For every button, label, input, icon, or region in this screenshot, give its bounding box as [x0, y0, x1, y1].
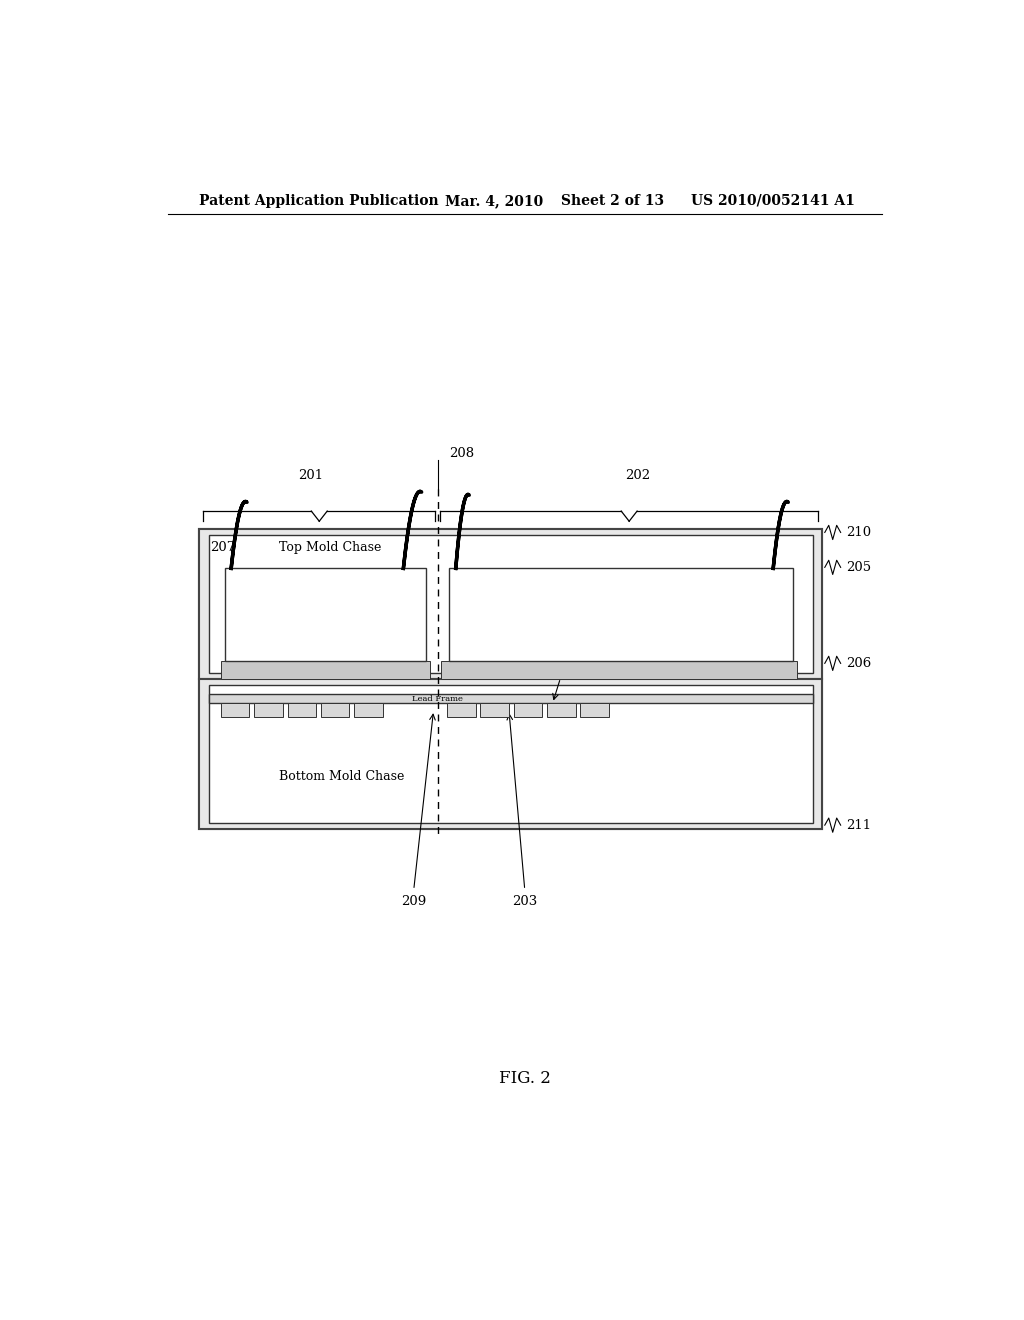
Bar [209, 685, 813, 824]
Bar [200, 529, 822, 829]
Text: Adhesive: Adhesive [284, 667, 318, 675]
Text: Bottom Mold Chase: Bottom Mold Chase [279, 770, 404, 783]
Bar [254, 704, 283, 717]
Bar [450, 569, 793, 661]
Bar [321, 704, 349, 717]
Text: IC: IC [316, 607, 334, 622]
Text: 211: 211 [846, 818, 871, 832]
Text: Sheet 2 of 13: Sheet 2 of 13 [560, 194, 664, 209]
Bar [200, 529, 822, 680]
Bar [200, 680, 822, 829]
Text: FIG. 2: FIG. 2 [499, 1069, 551, 1086]
Text: Adhesive: Adhesive [562, 667, 597, 675]
Text: 209: 209 [401, 895, 426, 908]
Bar [447, 704, 475, 717]
Text: 207: 207 [211, 541, 236, 554]
Text: Top Mold Chase: Top Mold Chase [279, 541, 381, 554]
Text: US 2010/0052141 A1: US 2010/0052141 A1 [691, 194, 855, 209]
Bar [354, 704, 383, 717]
Text: 206: 206 [846, 657, 871, 669]
Text: 208: 208 [450, 446, 474, 459]
Bar [441, 661, 797, 680]
Bar [221, 661, 430, 680]
Text: 204: 204 [564, 661, 590, 675]
Text: 205: 205 [846, 561, 871, 574]
Text: Mar. 4, 2010: Mar. 4, 2010 [445, 194, 544, 209]
Text: 203: 203 [512, 895, 538, 908]
Bar [209, 694, 813, 704]
Text: 202: 202 [626, 469, 650, 482]
Bar [581, 704, 609, 717]
Bar [514, 704, 543, 717]
Text: IC: IC [612, 607, 630, 622]
Text: 201: 201 [298, 469, 324, 482]
Bar [209, 536, 813, 673]
Bar [547, 704, 575, 717]
Bar [480, 704, 509, 717]
Bar [288, 704, 316, 717]
Bar [221, 704, 250, 717]
Text: Lead Frame: Lead Frame [412, 694, 463, 702]
Bar [225, 569, 426, 661]
Text: Patent Application Publication: Patent Application Publication [200, 194, 439, 209]
Text: 210: 210 [846, 525, 871, 539]
